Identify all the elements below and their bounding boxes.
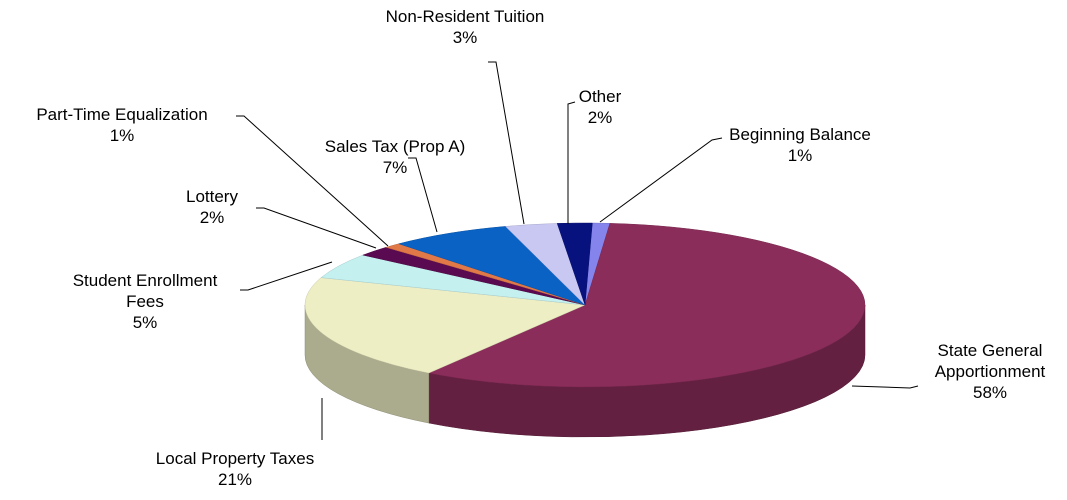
leader-line (240, 261, 333, 291)
slice-label: Non-Resident Tuition 3% (345, 6, 585, 48)
slice-label: Beginning Balance 1% (700, 124, 900, 166)
slice (397, 226, 586, 306)
leader-line (599, 137, 723, 223)
value-label: 2% (199, 208, 225, 227)
leader-line (488, 61, 525, 225)
category-label: Sales Tax (Prop A) (324, 137, 466, 156)
slice-label: State General Apportionment 58% (920, 340, 1060, 403)
category-label: Non-Resident Tuition (385, 7, 545, 26)
value-label: 1% (787, 146, 813, 165)
value-label: 1% (109, 126, 135, 145)
value-label: 21% (217, 470, 253, 489)
slice-label: Student Enrollment Fees 5% (60, 270, 230, 333)
value-label: 2% (587, 108, 613, 127)
leader-line (236, 115, 389, 247)
value-label: 5% (132, 313, 158, 332)
category-label: Other (578, 87, 622, 106)
slice-label: Local Property Taxes 21% (105, 448, 365, 490)
leader-line (408, 157, 438, 233)
value-label: 3% (452, 28, 478, 47)
slice-label: Lottery 2% (152, 186, 272, 228)
category-label: Lottery (186, 187, 238, 206)
category-label: Beginning Balance (729, 125, 871, 144)
value-label: 7% (382, 158, 408, 177)
slice (304, 277, 586, 374)
leader-line (256, 207, 377, 249)
category-label: Part-Time Equalization (36, 105, 208, 124)
slice-label: Other 2% (540, 86, 660, 128)
value-label: 58% (972, 383, 1008, 402)
slice-label: Sales Tax (Prop A) 7% (295, 136, 495, 178)
leader-line (567, 101, 576, 224)
slice (556, 222, 593, 306)
category-label: Student Enrollment Fees (72, 271, 218, 311)
slice-label: Part-Time Equalization 1% (0, 104, 252, 146)
category-label: Local Property Taxes (155, 449, 315, 468)
category-label: State General Apportionment (934, 341, 1046, 381)
leader-line (851, 385, 919, 389)
slice (427, 223, 866, 388)
